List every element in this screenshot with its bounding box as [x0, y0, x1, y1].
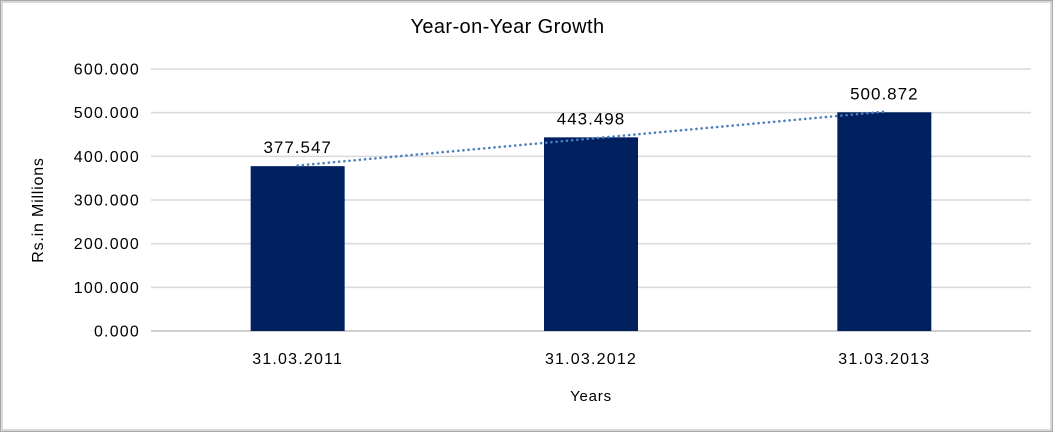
bar-value-label: 500.872 [850, 84, 918, 103]
bar-value-label: 377.547 [263, 138, 331, 157]
x-tick-label: 31.03.2013 [838, 351, 930, 368]
trendline [296, 110, 886, 167]
y-tick-label: 300.000 [74, 193, 140, 210]
bar-31.03.2011 [250, 166, 345, 331]
y-tick-label: 600.000 [74, 62, 140, 79]
bar-31.03.2012 [544, 137, 638, 331]
y-tick-label: 0.000 [94, 324, 140, 341]
x-axis-title: Years [570, 388, 612, 405]
x-tick-label: 31.03.2011 [252, 351, 343, 368]
y-tick-label: 200.000 [74, 236, 140, 253]
y-tick-label: 400.000 [74, 149, 140, 166]
y-tick-label: 500.000 [74, 105, 140, 122]
x-tick-label: 31.03.2012 [545, 351, 637, 368]
bar-31.03.2013 [837, 112, 932, 332]
y-tick-label: 100.000 [74, 280, 140, 297]
bar-value-label: 443.498 [557, 109, 625, 128]
chart-title: Year-on-Year Growth [410, 16, 605, 38]
